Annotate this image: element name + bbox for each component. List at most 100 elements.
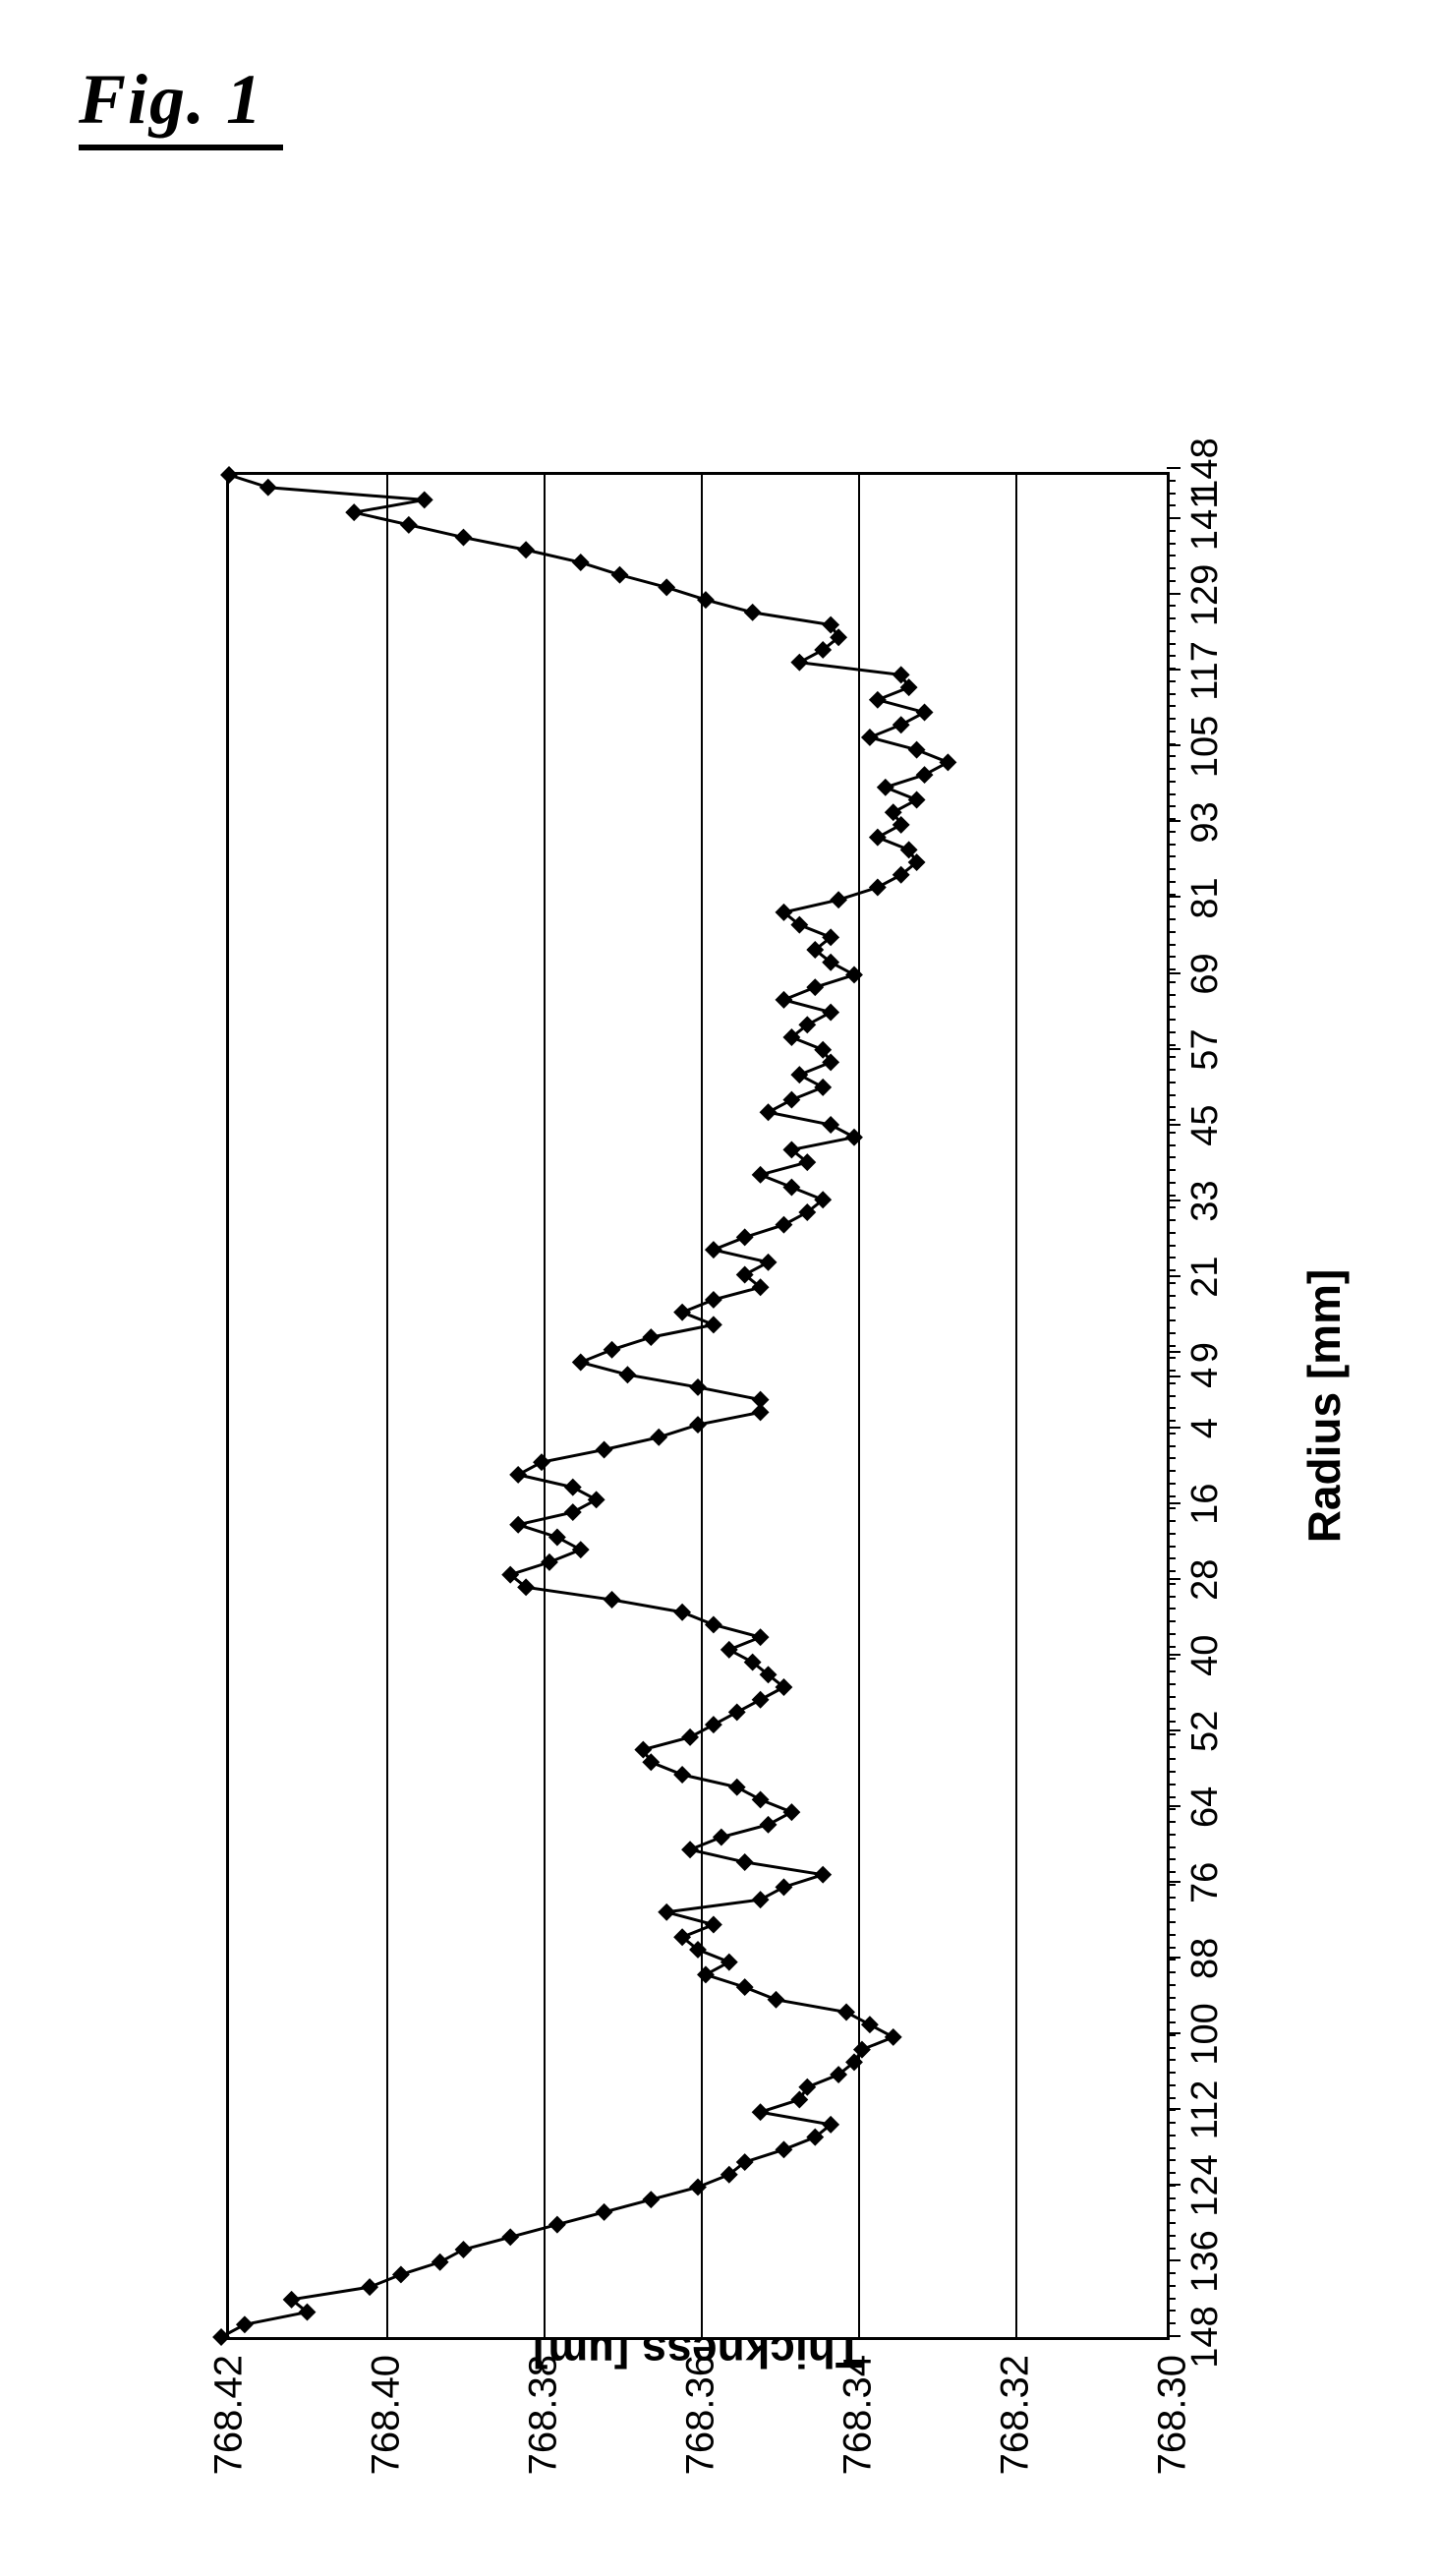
series-marker bbox=[673, 1604, 691, 1621]
x-tick-label: 16 bbox=[1167, 1484, 1227, 1525]
y-tick-label: 768.38 bbox=[522, 2337, 566, 2475]
x-tick-label: 124 bbox=[1167, 2154, 1227, 2216]
x-tick bbox=[1167, 1934, 1176, 1936]
series-marker bbox=[713, 1829, 730, 1846]
gridline bbox=[1015, 475, 1017, 2337]
series-marker bbox=[736, 1228, 754, 1246]
series-marker bbox=[259, 479, 277, 497]
x-tick bbox=[1167, 1407, 1176, 1409]
x-tick bbox=[1167, 1834, 1176, 1836]
x-tick bbox=[1167, 855, 1176, 857]
series-marker bbox=[345, 503, 363, 521]
x-tick-label: 21 bbox=[1167, 1256, 1227, 1297]
series-marker bbox=[908, 741, 926, 759]
x-tick-label: 148 bbox=[1167, 438, 1227, 499]
series-marker bbox=[861, 2016, 879, 2033]
series-marker bbox=[705, 1241, 722, 1259]
series-marker bbox=[760, 1816, 778, 1834]
series-marker bbox=[236, 2315, 254, 2333]
x-tick bbox=[1167, 1307, 1176, 1309]
x-tick bbox=[1167, 1784, 1176, 1786]
x-tick bbox=[1167, 1846, 1176, 1848]
series-marker bbox=[720, 1641, 738, 1659]
series-marker bbox=[650, 1429, 667, 1446]
series-marker bbox=[572, 1354, 590, 1372]
chart-rotated: Thickness [µm] Radius [mm] 768.30768.327… bbox=[167, 334, 1425, 2576]
x-tick bbox=[1167, 1445, 1176, 1447]
series-line bbox=[229, 475, 1167, 2337]
x-tick-label: 100 bbox=[1167, 2003, 1227, 2065]
x-tick bbox=[1167, 1094, 1176, 1096]
series-marker bbox=[822, 1004, 839, 1022]
x-tick-label: 129 bbox=[1167, 564, 1227, 626]
x-tick bbox=[1167, 944, 1176, 946]
x-tick bbox=[1167, 1683, 1176, 1685]
series-marker bbox=[642, 1328, 660, 1346]
plot-area: 768.30768.32768.34768.36768.38768.40768.… bbox=[226, 472, 1170, 2340]
x-tick bbox=[1167, 1232, 1176, 1234]
x-tick bbox=[1167, 1082, 1176, 1083]
x-tick bbox=[1167, 1332, 1176, 1334]
x-tick bbox=[1167, 1608, 1176, 1610]
series-marker bbox=[760, 1254, 778, 1271]
series-marker bbox=[705, 1716, 722, 1733]
series-marker bbox=[822, 1116, 839, 1134]
x-tick bbox=[1167, 705, 1176, 707]
x-tick-label: 9 bbox=[1167, 1342, 1227, 1363]
series-marker bbox=[611, 566, 629, 584]
x-tick-label: 93 bbox=[1167, 801, 1227, 843]
series-marker bbox=[752, 1166, 770, 1184]
series-marker bbox=[400, 516, 418, 534]
series-marker bbox=[814, 1866, 832, 1884]
series-marker bbox=[642, 2191, 660, 2208]
x-tick bbox=[1167, 1758, 1176, 1760]
x-tick bbox=[1167, 781, 1176, 783]
series-marker bbox=[939, 753, 956, 771]
x-tick bbox=[1167, 1169, 1176, 1171]
series-marker bbox=[736, 1853, 754, 1871]
x-tick bbox=[1167, 1245, 1176, 1247]
series-marker bbox=[845, 966, 863, 983]
y-tick-label: 768.36 bbox=[679, 2337, 723, 2475]
series-marker bbox=[705, 1316, 722, 1333]
series-marker bbox=[533, 1453, 550, 1471]
x-tick-label: 52 bbox=[1167, 1711, 1227, 1752]
series-marker bbox=[697, 591, 715, 609]
series-marker bbox=[869, 829, 887, 847]
x-tick bbox=[1167, 793, 1176, 795]
x-tick bbox=[1167, 1156, 1176, 1158]
series-marker bbox=[782, 1179, 800, 1197]
x-tick bbox=[1167, 1984, 1176, 1986]
series-marker bbox=[893, 716, 910, 733]
gridline bbox=[701, 475, 703, 2337]
series-marker bbox=[705, 1615, 722, 1633]
x-tick-label: 81 bbox=[1167, 877, 1227, 918]
x-tick-label: 136 bbox=[1167, 2230, 1227, 2292]
series-marker bbox=[790, 654, 808, 672]
series-marker bbox=[564, 1479, 582, 1496]
x-tick bbox=[1167, 1921, 1176, 1923]
series-marker bbox=[220, 466, 238, 484]
series-marker bbox=[432, 2254, 449, 2271]
series-marker bbox=[916, 766, 934, 784]
x-tick bbox=[1167, 2298, 1176, 2300]
x-tick-label: 112 bbox=[1167, 2080, 1227, 2140]
x-tick bbox=[1167, 1858, 1176, 1860]
series-marker bbox=[782, 1803, 800, 1821]
series-marker bbox=[752, 1628, 770, 1646]
series-marker bbox=[548, 1528, 566, 1546]
y-tick-label: 768.42 bbox=[207, 2337, 252, 2475]
series-marker bbox=[604, 1591, 621, 1609]
series-marker bbox=[869, 879, 887, 897]
series-marker bbox=[720, 1954, 738, 1971]
x-tick-label: 57 bbox=[1167, 1028, 1227, 1070]
x-tick bbox=[1167, 931, 1176, 933]
series-marker bbox=[782, 1091, 800, 1109]
series-marker bbox=[705, 1916, 722, 1934]
x-tick-label: 64 bbox=[1167, 1786, 1227, 1828]
series-marker bbox=[830, 891, 847, 908]
series-marker bbox=[501, 2228, 519, 2246]
x-tick-label: 76 bbox=[1167, 1862, 1227, 1903]
series-marker bbox=[596, 1441, 613, 1459]
gridline bbox=[858, 475, 860, 2337]
